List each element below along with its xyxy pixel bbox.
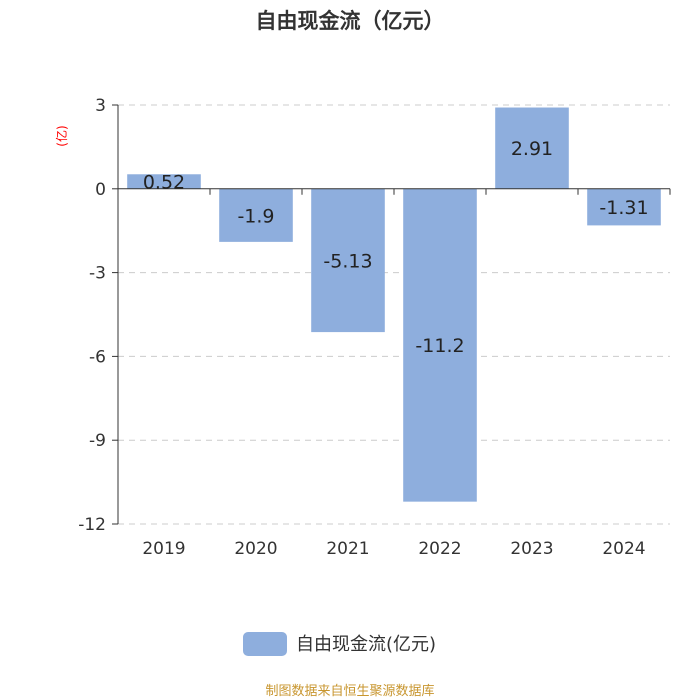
x-tick-label-2019: 2019: [142, 539, 185, 559]
y-tick-label: -12: [78, 515, 106, 535]
y-tick-label: -3: [89, 264, 106, 284]
data-label-2023: 2.91: [511, 138, 553, 160]
x-tick-label-2021: 2021: [326, 539, 369, 559]
bar-series: [127, 107, 661, 502]
x-axis: 2019 2020 2021 2022 2023 2024: [117, 188, 671, 559]
data-labels: 0.52 -1.9 -5.13 -11.2 2.91 -1.31: [143, 138, 649, 357]
bar-2019[interactable]: [127, 174, 201, 189]
y-axis-unit-label: (亿): [54, 125, 69, 146]
data-label-2024: -1.31: [599, 197, 648, 219]
y-tick-label: -6: [89, 347, 106, 367]
y-axis: 3 0 -3 -6 -9 -12: [78, 96, 119, 535]
bar-2022[interactable]: [403, 188, 477, 502]
data-label-2021: -5.13: [323, 250, 372, 272]
bar-2023[interactable]: [495, 107, 569, 189]
y-tick-label: -9: [89, 431, 106, 451]
x-tick-label-2022: 2022: [418, 539, 461, 559]
bar-2021[interactable]: [311, 188, 385, 333]
legend[interactable]: 自由现金流(亿元): [243, 632, 436, 656]
data-label-2022: -11.2: [415, 335, 464, 357]
x-tick-label-2020: 2020: [234, 539, 277, 559]
legend-label: 自由现金流(亿元): [296, 634, 436, 655]
data-label-2020: -1.9: [237, 205, 274, 227]
bar-2020[interactable]: [219, 188, 293, 242]
y-tick-label: 3: [95, 96, 106, 116]
source-note: 制图数据来自恒生聚源数据库: [265, 683, 434, 699]
legend-swatch: [243, 632, 287, 656]
data-label-2019: 0.52: [143, 172, 185, 194]
gridlines: [118, 104, 670, 525]
y-tick-label: 0: [95, 180, 106, 200]
x-tick-label-2023: 2023: [510, 539, 553, 559]
x-tick-label-2024: 2024: [602, 539, 645, 559]
chart-title: 自由现金流（亿元）: [256, 9, 445, 33]
bar-2024[interactable]: [587, 188, 661, 226]
